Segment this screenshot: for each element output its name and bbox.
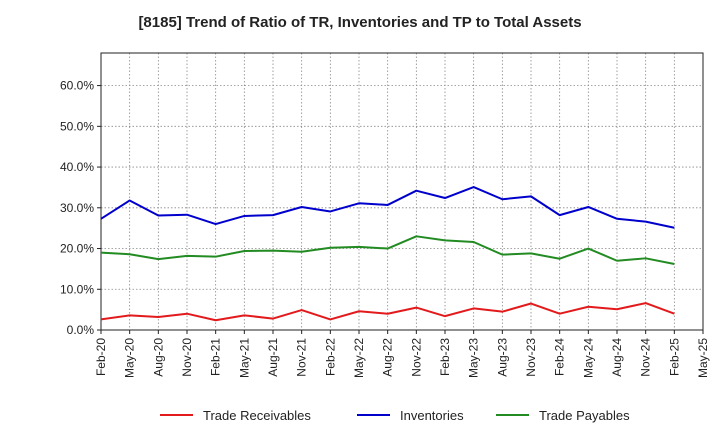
x-tick-label: May-24 — [581, 338, 595, 378]
y-tick-label: 30.0% — [60, 201, 94, 215]
x-tick-label: Feb-24 — [553, 338, 567, 376]
x-tick-label: Feb-21 — [209, 338, 223, 376]
legend-label: Inventories — [400, 408, 464, 423]
series-line — [100, 186, 675, 229]
x-tick-label: Nov-21 — [295, 338, 309, 377]
x-tick-label: May-23 — [467, 338, 481, 378]
y-tick-label: 40.0% — [60, 160, 94, 174]
x-tick-label: Aug-22 — [381, 338, 395, 377]
x-tick-label: Aug-24 — [610, 338, 624, 377]
chart-title: [8185] Trend of Ratio of TR, Inventories… — [138, 14, 582, 31]
y-tick-label: 10.0% — [60, 282, 94, 296]
axis-layer: 0.0% 10.0% 20.0% 30.0% 40.0% 50.0% 60.0% Feb-20… — [60, 52, 710, 378]
x-tick-label: Nov-24 — [639, 338, 653, 377]
x-tick-label: Aug-23 — [495, 338, 509, 377]
y-tick-label: 50.0% — [60, 119, 94, 133]
series-line — [100, 302, 675, 322]
y-tick-label: 20.0% — [60, 242, 94, 256]
series-line — [100, 235, 675, 265]
x-tick-label: May-21 — [237, 338, 251, 378]
series-layer — [100, 186, 675, 322]
x-tick-label: Feb-23 — [438, 338, 452, 376]
x-tick-label: Nov-22 — [409, 338, 423, 377]
x-tick-label: May-25 — [696, 338, 710, 378]
plot-frame — [100, 52, 704, 331]
x-tick-label: Feb-22 — [323, 338, 337, 376]
x-tick-label: Aug-20 — [151, 338, 165, 377]
x-tick-label: May-20 — [123, 338, 137, 378]
grid-layer — [101, 53, 703, 330]
x-tick-label: Feb-20 — [94, 338, 108, 376]
legend-label: Trade Receivables — [203, 408, 311, 423]
x-tick-label: May-22 — [352, 338, 366, 378]
y-tick-label: 0.0% — [67, 323, 95, 337]
legend-label: Trade Payables — [539, 408, 630, 423]
legend: Trade Receivables Inventories Trade Payabl… — [160, 408, 630, 423]
x-tick-label: Nov-23 — [524, 338, 538, 377]
y-tick-label: 60.0% — [60, 79, 94, 93]
x-tick-label: Nov-20 — [180, 338, 194, 377]
x-tick-label: Feb-25 — [667, 338, 681, 376]
x-tick-label: Aug-21 — [266, 338, 280, 377]
